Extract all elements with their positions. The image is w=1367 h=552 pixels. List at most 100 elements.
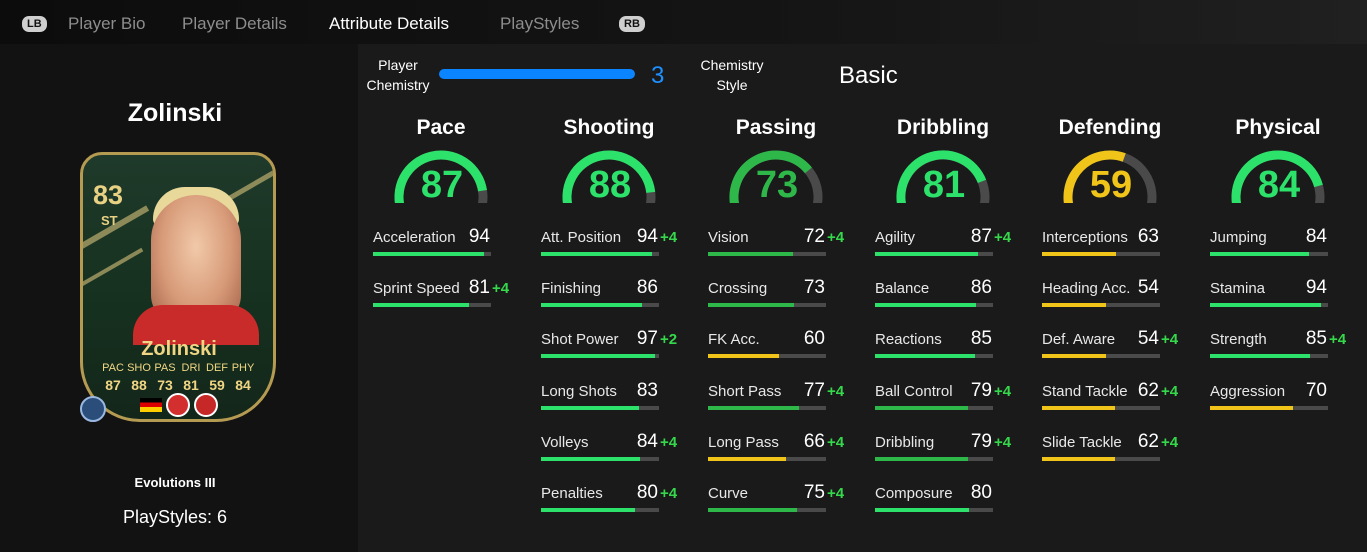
stat-name[interactable]: Def. Aware [1042,331,1116,349]
stat-name[interactable]: Att. Position [541,229,622,246]
category-title: Dribbling [896,116,990,139]
stat-boost: +4 [827,433,845,451]
stat-value: 97 [636,328,658,350]
stat-boost: +2 [660,331,678,349]
player-chemistry-bar [439,69,635,79]
card-stat-values: 87 88 73 81 59 84 [100,377,256,393]
card-subtitle: Evolutions III [134,475,216,490]
card-rating: 83 [93,180,124,210]
stat-name[interactable]: Reactions [875,331,942,349]
category-value: 59 [1089,164,1133,206]
stat-bar-fill [875,354,976,359]
tab-playstyles[interactable]: PlayStyles [500,14,580,33]
stat-boost: +4 [660,433,678,451]
card-stat-label: DEF [206,362,228,374]
stat-value: 94 [1305,277,1327,299]
stat-value: 62 [1137,430,1159,452]
stat-bar [541,508,659,512]
stat-bar [373,303,491,308]
stat-bar-fill [708,508,797,512]
stat-name[interactable]: Acceleration [373,229,456,246]
stat-name[interactable]: Stamina [1210,280,1266,298]
player-chemistry-value: 3 [651,62,665,89]
stat-bar [541,354,659,359]
stat-bar-fill [708,456,786,461]
club-badge-icon [194,393,218,417]
tab-attribute-details[interactable]: Attribute Details [329,14,449,33]
stat-boost: +4 [660,485,678,502]
stat-value: 77 [803,379,825,401]
card-stat-value: 84 [235,377,251,393]
playstyles-count[interactable]: PlayStyles: 6 [122,507,228,527]
rb-button-icon[interactable]: RB [619,16,645,32]
tab-player-details[interactable]: Player Details [182,14,287,33]
stat-bar [708,252,826,256]
stat-value: 70 [1305,379,1327,401]
stat-bar [1042,252,1160,256]
stat-boost: +4 [1161,382,1179,400]
stat-bar [541,252,659,256]
player-name: Zolinski [127,99,223,127]
stat-name[interactable]: Composure [875,485,953,502]
stat-bar-fill [541,405,639,410]
stat-value: 54 [1137,328,1159,350]
stat-value: 80 [636,482,658,503]
stat-boost: +4 [827,229,845,246]
stat-bar-fill [1042,456,1116,461]
stat-bar-fill [1210,354,1311,359]
player-card[interactable] [74,140,284,430]
stat-bar-fill [875,508,970,512]
stat-name[interactable]: Shot Power [541,331,619,349]
stat-name[interactable]: Long Shots [541,382,617,400]
stat-name[interactable]: Sprint Speed [373,280,460,298]
category-value: 87 [420,164,464,206]
stat-bar-fill [708,252,793,256]
card-background [80,152,276,422]
stat-name[interactable]: Vision [708,229,749,246]
stat-name[interactable]: Dribbling [875,433,935,451]
stat-name[interactable]: Agility [875,229,916,246]
stat-name[interactable]: Jumping [1210,229,1267,246]
stat-name[interactable]: Interceptions [1042,229,1128,246]
stat-name[interactable]: Penalties [541,485,603,502]
card-gold-stripe [83,247,144,287]
stat-bar [1210,303,1328,308]
tab-player-bio[interactable]: Player Bio [68,14,146,33]
card-stat-value: 87 [105,377,121,393]
stat-name[interactable]: Curve [708,485,749,502]
stat-bar [875,252,993,256]
stat-name[interactable]: Strength [1210,331,1267,349]
chemistry-style-value[interactable]: Basic [839,62,898,89]
stat-name[interactable]: Aggression [1210,382,1286,400]
card-stat-value: 88 [131,377,147,393]
card-stat-label: DRI [181,362,201,374]
stat-name[interactable]: FK Acc. [708,331,760,349]
gauge-fill [729,150,812,213]
gauge-arc [1063,150,1157,213]
stat-name[interactable]: Short Pass [708,382,782,400]
stat-value: 87 [970,226,992,247]
card-position: ST [101,213,118,228]
stat-name[interactable]: Crossing [708,280,768,298]
stat-name[interactable]: Long Pass [708,433,779,451]
stat-name[interactable]: Slide Tackle [1042,433,1122,451]
stat-name[interactable]: Stand Tackle [1042,382,1128,400]
stat-boost: +4 [827,485,845,502]
lb-button-icon[interactable]: LB [22,16,47,32]
stat-value: 60 [803,328,825,350]
stat-value: 85 [1305,328,1327,350]
stat-name[interactable]: Balance [875,280,930,298]
stat-name[interactable]: Finishing [541,280,602,298]
stat-name[interactable]: Volleys [541,433,589,451]
top-nav: LB Player Bio Player Details Attribute D… [0,0,1367,48]
stat-bar-fill [373,252,484,256]
stat-bar-fill [541,456,641,461]
stat-name[interactable]: Ball Control [875,382,953,400]
stat-bar-fill [541,508,636,512]
stat-name[interactable]: Heading Acc. [1042,280,1131,298]
stat-bar-fill [1210,405,1293,410]
category-title: Defending [1058,116,1162,139]
stat-bar-fill [875,405,969,410]
player-chemistry-label-line2: Chemistry [366,77,430,93]
card-stat-label: PAC [102,362,124,374]
